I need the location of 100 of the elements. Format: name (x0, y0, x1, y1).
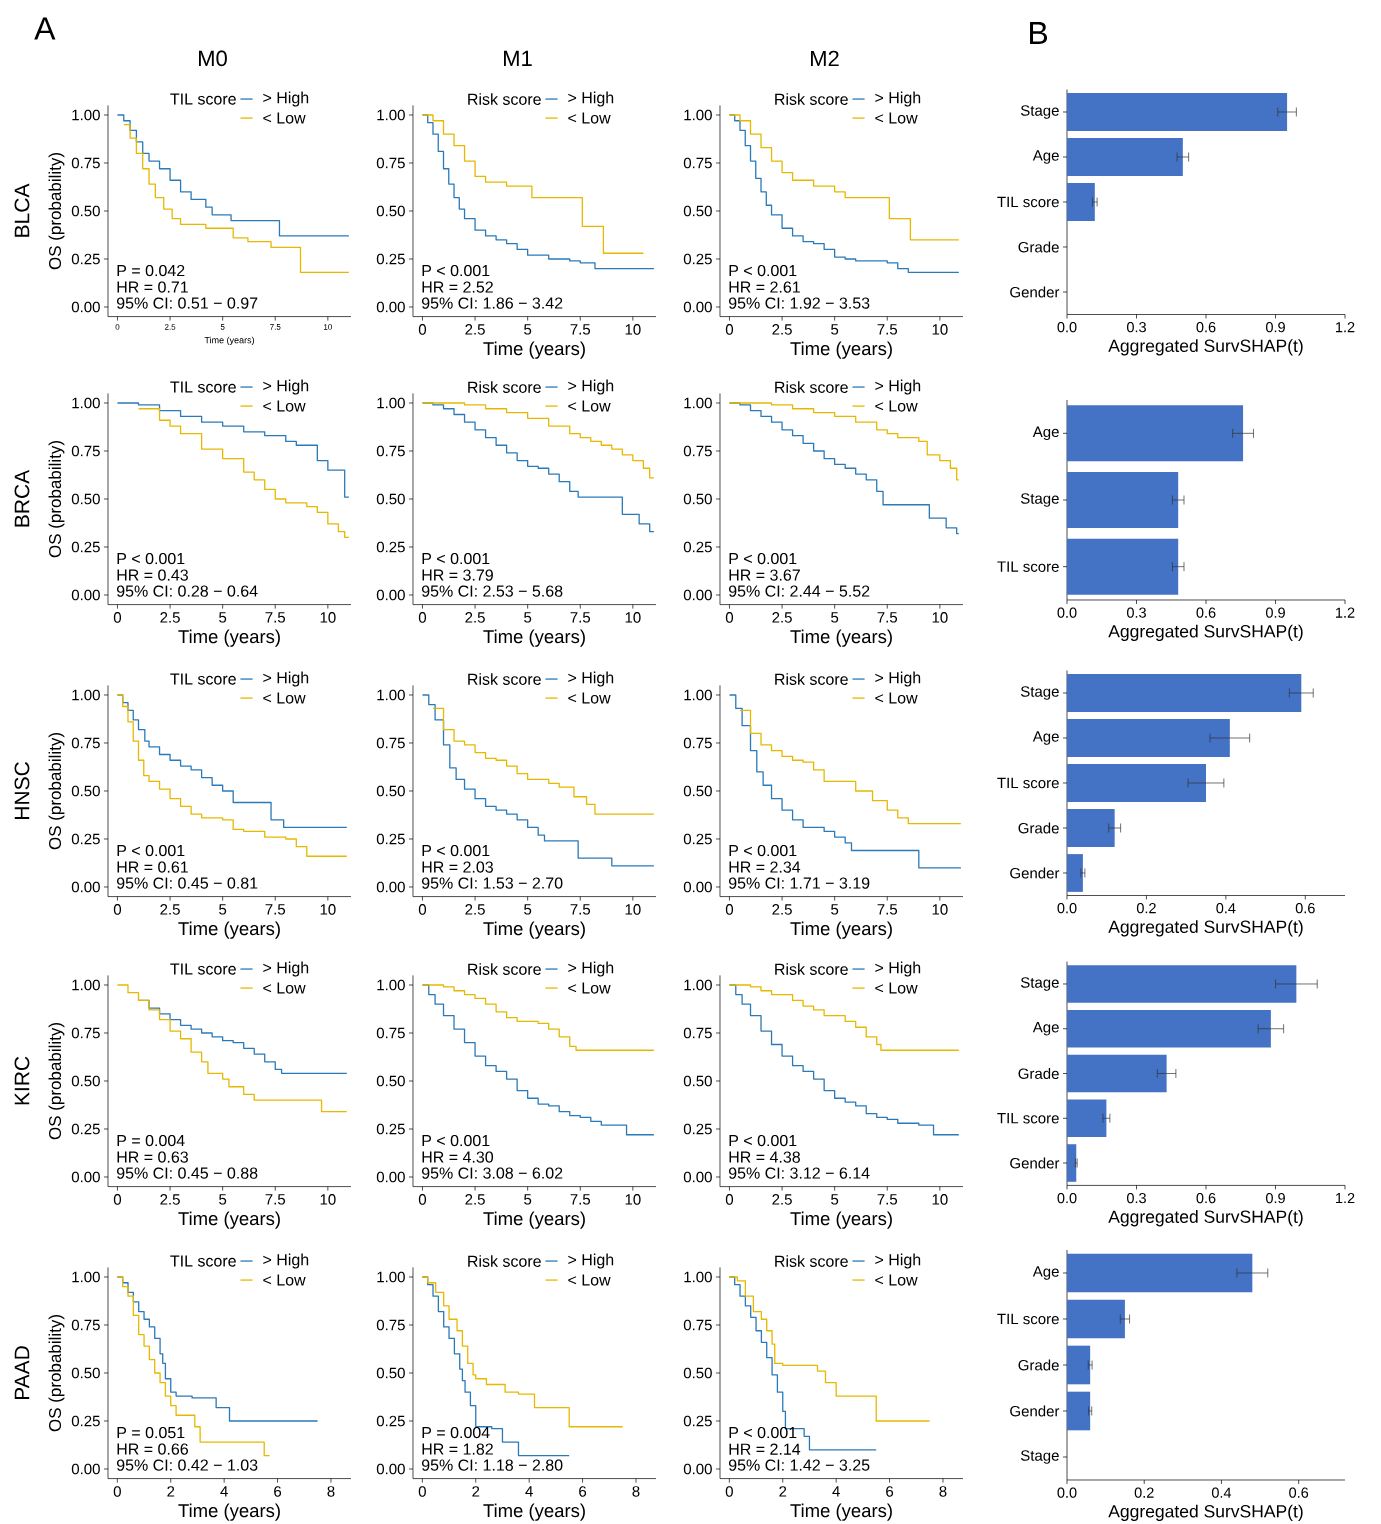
annotation: HR = 0.66 (117, 1443, 188, 1455)
legend-label: > High (875, 961, 921, 977)
x-axis-title: Time (years) (178, 1211, 280, 1229)
x-tick-label: 2.5 (160, 612, 180, 623)
bar (1067, 809, 1115, 847)
bar (1067, 1054, 1167, 1093)
y-tick-label: 0.75 (376, 445, 405, 457)
y-tick-label: 0.50 (71, 1367, 100, 1379)
x-tick-label: 0 (418, 612, 427, 623)
x-tick-label: 0 (113, 904, 122, 915)
legend-title: TIL score (170, 1255, 236, 1267)
x-tick-label: 10 (625, 904, 641, 915)
y-tick-label: Gender (1010, 1405, 1060, 1417)
x-tick-label: 0.6 (1289, 1487, 1309, 1498)
y-tick-label: TIL score (997, 561, 1059, 572)
legend-label: > High (568, 1253, 614, 1269)
y-tick-label: 0.25 (683, 1123, 712, 1135)
legend-title: TIL score (170, 673, 236, 685)
legend-label: > High (875, 91, 921, 107)
y-tick-label: 0.50 (71, 493, 100, 505)
x-tick-label: 4 (832, 1486, 840, 1497)
x-tick-label: 0 (725, 612, 734, 623)
x-tick-label: 7.5 (265, 1194, 286, 1205)
x-tick-label: 2.5 (164, 324, 176, 330)
y-tick-label: 0.00 (376, 881, 405, 893)
x-tick-label: 7.5 (877, 904, 898, 915)
x-tick-label: 2.5 (772, 904, 792, 915)
x-tick-label: 0.2 (1134, 1487, 1154, 1498)
bar (1067, 1391, 1091, 1431)
x-tick-label: 0.0 (1057, 1192, 1077, 1204)
x-tick-label: 5 (219, 612, 227, 623)
x-tick-label: 0 (725, 1194, 734, 1205)
legend-label: < Low (568, 692, 611, 704)
x-tick-label: 0.0 (1057, 1487, 1077, 1498)
x-axis-title: Time (years) (790, 1503, 892, 1521)
legend-title: Risk score (468, 673, 541, 685)
x-tick-label: 0.0 (1057, 607, 1077, 618)
y-tick-label: 1.00 (684, 109, 712, 121)
bar (1067, 674, 1302, 712)
x-tick-label: 10 (625, 612, 641, 623)
bar (1067, 965, 1297, 1003)
y-axis-title: OS (probability) (48, 441, 65, 558)
x-tick-label: 5 (831, 324, 839, 335)
chart-title: M2 (811, 50, 839, 67)
legend-label: > High (875, 1253, 921, 1269)
annotation: P = 0.004 (422, 1426, 490, 1439)
y-tick-label: 0.00 (683, 881, 712, 893)
annotation: P < 0.001 (422, 1134, 490, 1147)
annotation: HR = 4.38 (729, 1151, 800, 1163)
x-tick-label: 0.6 (1295, 903, 1315, 914)
y-tick-label: Stage (1020, 1450, 1059, 1464)
x-tick-label: 0 (418, 904, 427, 915)
annotation: P = 0.042 (117, 264, 185, 277)
annotation: P < 0.001 (117, 552, 185, 565)
x-axis-title: Time (years) (483, 1211, 585, 1229)
annotation: 95% CI: 1.92 − 3.53 (728, 297, 870, 309)
legend-label: < Low (263, 692, 306, 704)
x-tick-label: 0 (725, 904, 734, 915)
x-tick-label: 0 (418, 1194, 427, 1205)
text: BLCA (14, 183, 30, 237)
annotation: P < 0.001 (422, 264, 490, 277)
x-axis-title: Aggregated SurvSHAP(t) (1108, 1504, 1303, 1521)
x-tick-label: 10 (625, 1194, 641, 1205)
x-axis-title: Time (years) (483, 921, 585, 939)
y-tick-label: 0.75 (683, 1319, 712, 1331)
x-tick-label: 0 (113, 612, 122, 623)
x-tick-label: 0.6 (1196, 322, 1216, 333)
x-tick-label: 0 (113, 1486, 121, 1497)
x-tick-label: 0 (725, 324, 734, 335)
legend-label: > High (568, 961, 614, 977)
x-tick-label: 2.5 (772, 1194, 792, 1205)
y-tick-label: 1.00 (684, 689, 712, 701)
x-tick-label: 5 (831, 612, 839, 623)
x-tick-label: 2.5 (160, 904, 180, 915)
y-tick-label: 0.00 (376, 589, 405, 601)
y-tick-label: 0.75 (683, 737, 712, 749)
x-axis-title: Time (years) (178, 1503, 280, 1521)
annotation: 95% CI: 1.18 − 2.80 (421, 1459, 563, 1471)
bar (1067, 93, 1288, 131)
annotation: 95% CI: 1.42 − 3.25 (728, 1459, 870, 1471)
y-tick-label: 0.25 (376, 253, 405, 265)
legend-label: < Low (875, 1274, 918, 1286)
y-tick-label: Age (1032, 426, 1059, 441)
x-tick-label: 0.9 (1265, 322, 1285, 333)
x-tick-label: 2.5 (465, 1194, 485, 1205)
legend-label: > High (568, 379, 614, 395)
x-tick-label: 10 (324, 324, 332, 330)
legend-label: < Low (263, 112, 306, 124)
x-tick-label: 8 (939, 1486, 947, 1497)
y-tick-label: 1.00 (72, 109, 100, 121)
annotation: 95% CI: 2.44 − 5.52 (728, 585, 870, 597)
y-tick-label: TIL score (997, 1313, 1059, 1325)
y-axis-title: OS (probability) (48, 1315, 65, 1432)
y-tick-label: Grade (1018, 1067, 1059, 1079)
x-axis-title: Time (years) (204, 336, 255, 346)
y-tick-label: 0.25 (376, 1123, 405, 1135)
legend-label: > High (875, 671, 921, 687)
annotation: 95% CI: 2.53 − 5.68 (421, 585, 563, 597)
x-tick-label: 2.5 (772, 324, 792, 335)
y-tick-label: 1.00 (684, 979, 712, 991)
